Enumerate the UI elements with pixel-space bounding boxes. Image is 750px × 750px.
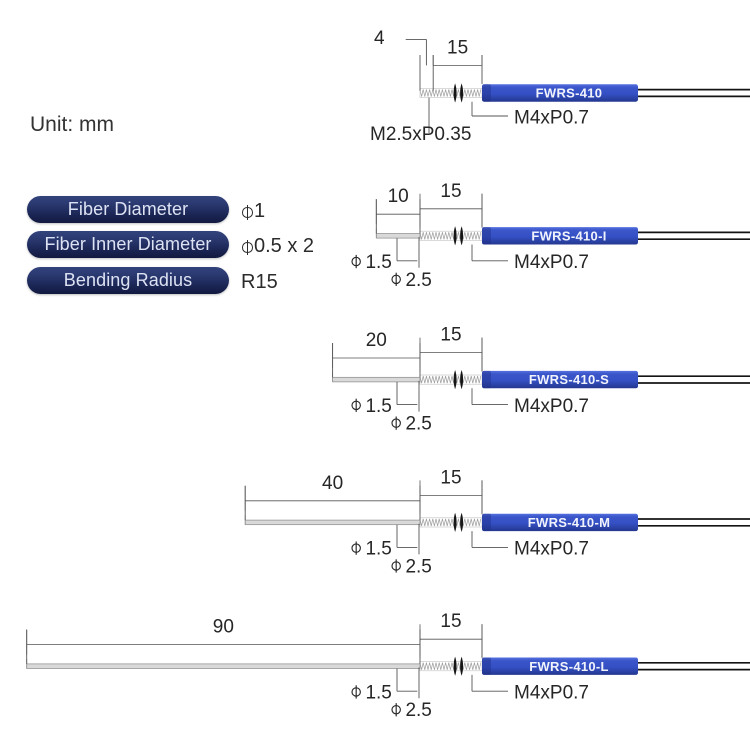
svg-text:FWRS-410-S: FWRS-410-S [529,372,609,387]
svg-text:15: 15 [440,611,461,632]
svg-text:1.5: 1.5 [365,252,391,273]
svg-text:1.5: 1.5 [365,539,391,560]
svg-text:1.5: 1.5 [365,682,391,703]
svg-text:15: 15 [440,181,461,202]
svg-text:15: 15 [440,325,461,346]
svg-text:M4xP0.7: M4xP0.7 [514,682,589,703]
svg-text:1.5: 1.5 [365,396,391,417]
svg-text:90: 90 [213,617,234,638]
svg-text:4: 4 [374,28,385,49]
svg-text:2.5: 2.5 [405,270,431,291]
svg-text:15: 15 [440,467,461,488]
svg-text:15: 15 [447,37,468,58]
svg-text:FWRS-410-I: FWRS-410-I [531,228,606,243]
svg-text:FWRS-410-M: FWRS-410-M [528,515,610,530]
svg-text:M4xP0.7: M4xP0.7 [514,107,589,128]
svg-text:M4xP0.7: M4xP0.7 [514,396,589,417]
svg-text:FWRS-410-L: FWRS-410-L [529,659,609,674]
svg-text:2.5: 2.5 [405,700,431,721]
svg-text:10: 10 [388,186,409,207]
svg-text:2.5: 2.5 [405,414,431,435]
svg-text:FWRS-410: FWRS-410 [536,86,603,101]
svg-text:M2.5xP0.35: M2.5xP0.35 [370,124,471,145]
svg-text:M4xP0.7: M4xP0.7 [514,539,589,560]
svg-text:40: 40 [322,473,343,494]
svg-text:20: 20 [366,330,387,351]
svg-text:M4xP0.7: M4xP0.7 [514,252,589,273]
svg-text:2.5: 2.5 [405,556,431,577]
